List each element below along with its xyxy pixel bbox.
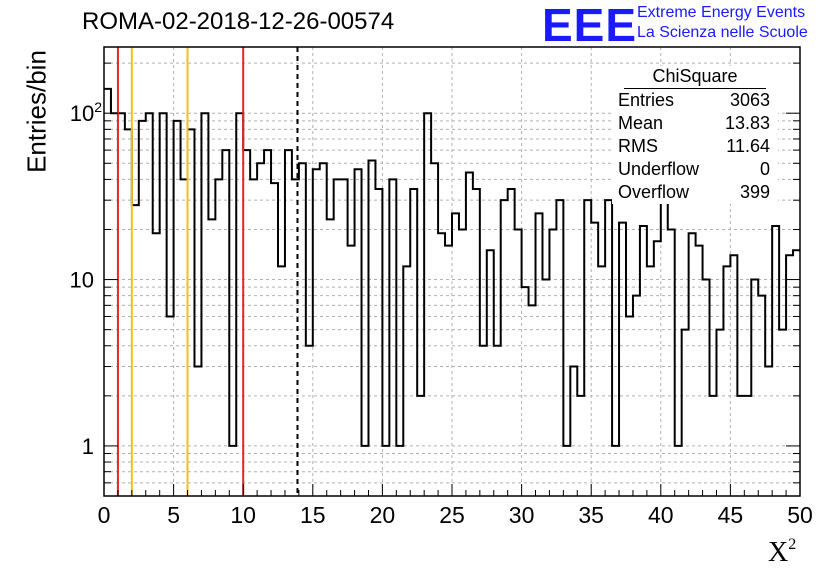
y-tick-label-base: 1	[82, 434, 94, 459]
y-tick-label: 102	[70, 99, 102, 126]
brand-line-2: La Scienza nelle Scuole	[637, 24, 808, 41]
x-tick-label: 50	[787, 502, 813, 528]
stats-label: Entries	[618, 90, 675, 110]
x-tick-label: 15	[300, 502, 326, 528]
stats-label: RMS	[618, 136, 658, 156]
stats-row-overflow: Overflow 399	[612, 181, 778, 204]
stats-row-underflow: Underflow 0	[612, 158, 778, 181]
y-tick-label-base: 10	[70, 268, 94, 293]
stats-title: ChiSquare	[624, 66, 766, 89]
stats-value: 11.64	[726, 136, 770, 156]
y-tick-label: 10	[70, 268, 94, 293]
x-tick-label: 10	[230, 502, 256, 528]
stats-label: Underflow	[618, 159, 700, 179]
x-tick-label: 40	[648, 502, 674, 528]
x-axis-label-base: X	[768, 537, 789, 568]
stats-row-entries: Entries 3063	[612, 89, 778, 112]
stats-value: 399	[739, 182, 770, 202]
chart-title: ROMA-02-2018-12-26-00574	[82, 8, 395, 35]
stats-row-rms: RMS 11.64	[612, 135, 778, 158]
stats-label: Mean	[618, 113, 664, 133]
x-axis-label-sup: 2	[788, 536, 797, 553]
x-tick-label: 45	[718, 502, 744, 528]
y-tick-label: 1	[82, 434, 94, 459]
x-tick-label: 35	[578, 502, 604, 528]
stats-value: 0	[759, 159, 770, 179]
x-tick-label: 0	[98, 502, 111, 528]
eee-logo: EEE	[542, 0, 638, 51]
y-tick-label-sup: 2	[94, 99, 102, 115]
stats-value: 13.83	[724, 113, 770, 133]
histogram-series	[104, 87, 800, 447]
x-tick-label: 25	[439, 502, 465, 528]
stats-value: 3063	[729, 90, 770, 110]
stats-box: ChiSquare Entries 3063 Mean 13.83 RMS 11.64 Un…	[612, 66, 778, 204]
x-tick-label: 5	[167, 502, 180, 528]
x-tick-label: 30	[509, 502, 535, 528]
x-tick-label: 20	[370, 502, 396, 528]
brand-line-1: Extreme Energy Events	[637, 4, 806, 21]
stats-row-mean: Mean 13.83	[612, 112, 778, 135]
stats-rows: Entries 3063 Mean 13.83 RMS 11.64 Underflow 0 Ov…	[612, 89, 778, 204]
y-tick-label-base: 10	[70, 101, 94, 126]
x-axis-label: X2	[768, 536, 796, 569]
stats-label: Overflow	[618, 182, 690, 202]
